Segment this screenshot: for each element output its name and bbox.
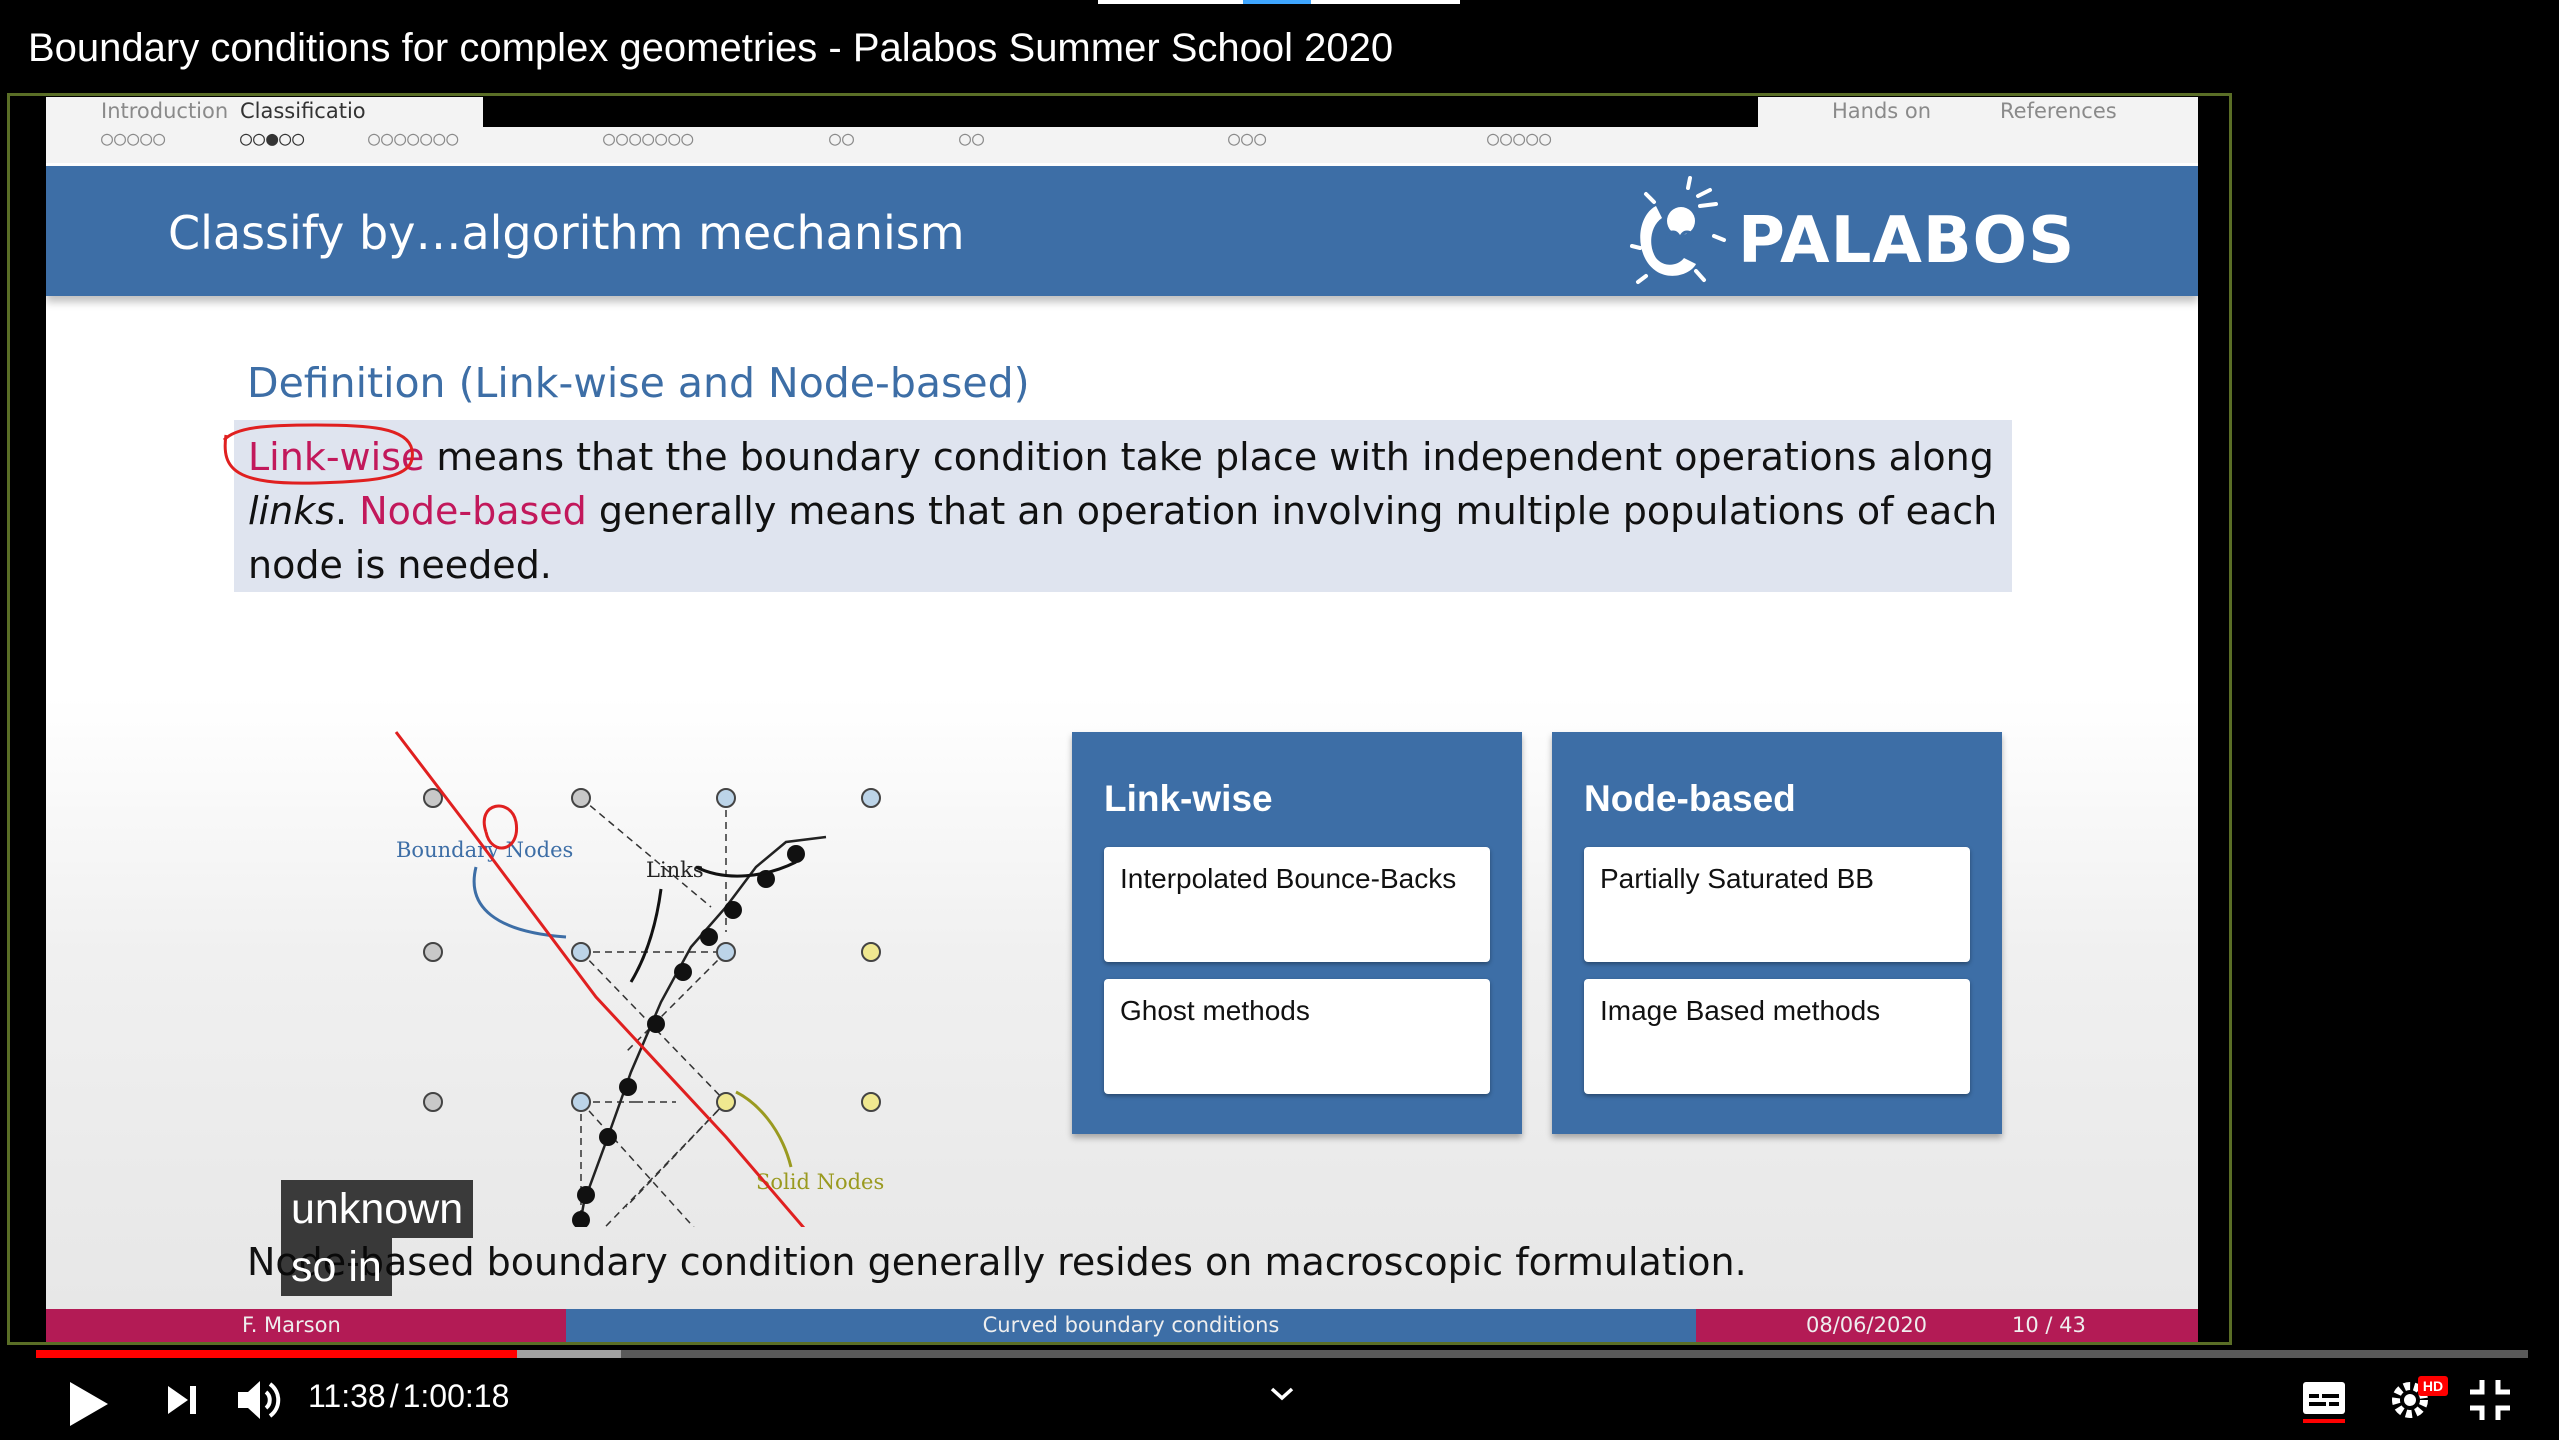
category-item: Ghost methods xyxy=(1104,979,1490,1094)
nav-section-5: ○○ xyxy=(829,126,856,150)
hd-badge: HD xyxy=(2423,1378,2443,1394)
nav-section-hands-on: Hands on xyxy=(1832,99,1932,123)
footer-date-page: 08/06/2020 10 / 43 xyxy=(1696,1309,2198,1342)
lattice-diagram: Boundary Nodes Links Solid Nodes xyxy=(394,731,884,1227)
nav-section-classification: Classificatio ○○●○○ xyxy=(240,99,366,150)
term-link-wise: Link-wise xyxy=(248,435,425,479)
nav-section-8: ○○○○○ xyxy=(1487,126,1553,150)
definition-box: Link-wise means that the boundary condit… xyxy=(234,420,2012,592)
term-node-based: Node-based xyxy=(359,489,587,533)
nav-section-7: ○○○ xyxy=(1228,126,1268,150)
caption-line: so in xyxy=(281,1238,392,1296)
palabos-emblem-icon xyxy=(1630,176,1726,284)
category-title: Node-based xyxy=(1584,778,1796,819)
annotation-circle xyxy=(222,423,414,485)
footer-author: F. Marson xyxy=(46,1309,566,1342)
slide-bottom-text: Node-based boundary condition generally … xyxy=(247,1240,1747,1284)
next-icon[interactable] xyxy=(164,1382,200,1418)
closed-captions: unknown so in xyxy=(281,1180,474,1296)
current-time: 11:38 xyxy=(308,1378,386,1414)
footer-date: 08/06/2020 xyxy=(1806,1313,1928,1337)
subtitles-icon[interactable] xyxy=(2300,1378,2348,1424)
category-item: Interpolated Bounce-Backs xyxy=(1104,847,1490,962)
palabos-logo: PALABOS xyxy=(1626,176,2086,286)
slide-title-bar: Classify by…algorithm mechanism PALABOS xyxy=(46,166,2198,296)
time-display: 11:38/1:00:18 xyxy=(308,1378,510,1414)
nav-section-references: References xyxy=(2000,99,2117,123)
progress-bar[interactable] xyxy=(36,1350,2528,1358)
category-item: Partially Saturated BB xyxy=(1584,847,1970,962)
slide-navigation: Introduction ○○○○○ Classificatio ○○●○○ ○… xyxy=(46,97,2198,163)
footer-topic: Curved boundary conditions xyxy=(566,1309,1696,1342)
category-item: Image Based methods xyxy=(1584,979,1970,1094)
svg-text:Solid Nodes: Solid Nodes xyxy=(756,1170,884,1194)
exit-fullscreen-icon[interactable] xyxy=(2468,1378,2512,1422)
play-icon[interactable] xyxy=(64,1378,114,1430)
duration: 1:00:18 xyxy=(402,1378,510,1414)
caption-line: unknown xyxy=(281,1180,474,1238)
definition-text: Link-wise means that the boundary condit… xyxy=(248,435,1998,587)
progress-played xyxy=(36,1350,517,1358)
palabos-wordmark: PALABOS xyxy=(1738,204,2076,278)
slide-title: Classify by…algorithm mechanism xyxy=(168,206,965,260)
nav-section-6: ○○ xyxy=(959,126,986,150)
top-scrub-indicator xyxy=(1098,0,1460,4)
category-title: Link-wise xyxy=(1104,778,1273,819)
settings-icon[interactable]: HD xyxy=(2388,1372,2450,1424)
nav-section-introduction: Introduction ○○○○○ xyxy=(101,99,229,150)
slide: Introduction ○○○○○ Classificatio ○○●○○ ○… xyxy=(46,97,2198,1342)
video-title[interactable]: Boundary conditions for complex geometri… xyxy=(28,26,1394,70)
footer-page: 10 / 43 xyxy=(2012,1313,2086,1337)
category-node-based: Node-based Partially Saturated BB Image … xyxy=(1552,732,2002,1134)
chevron-down-icon[interactable] xyxy=(1268,1384,1296,1404)
volume-icon[interactable] xyxy=(236,1378,282,1422)
svg-text:Links: Links xyxy=(646,858,704,882)
category-link-wise: Link-wise Interpolated Bounce-Backs Ghos… xyxy=(1072,732,1522,1134)
slide-footer: F. Marson Curved boundary conditions 08/… xyxy=(46,1309,2198,1342)
definition-title: Definition (Link-wise and Node-based) xyxy=(247,359,1030,407)
occluding-overlay xyxy=(483,97,1758,127)
nav-section-4: ○○○○○○○ xyxy=(603,126,695,150)
nav-section-3: ○○○○○○○ xyxy=(368,126,460,150)
